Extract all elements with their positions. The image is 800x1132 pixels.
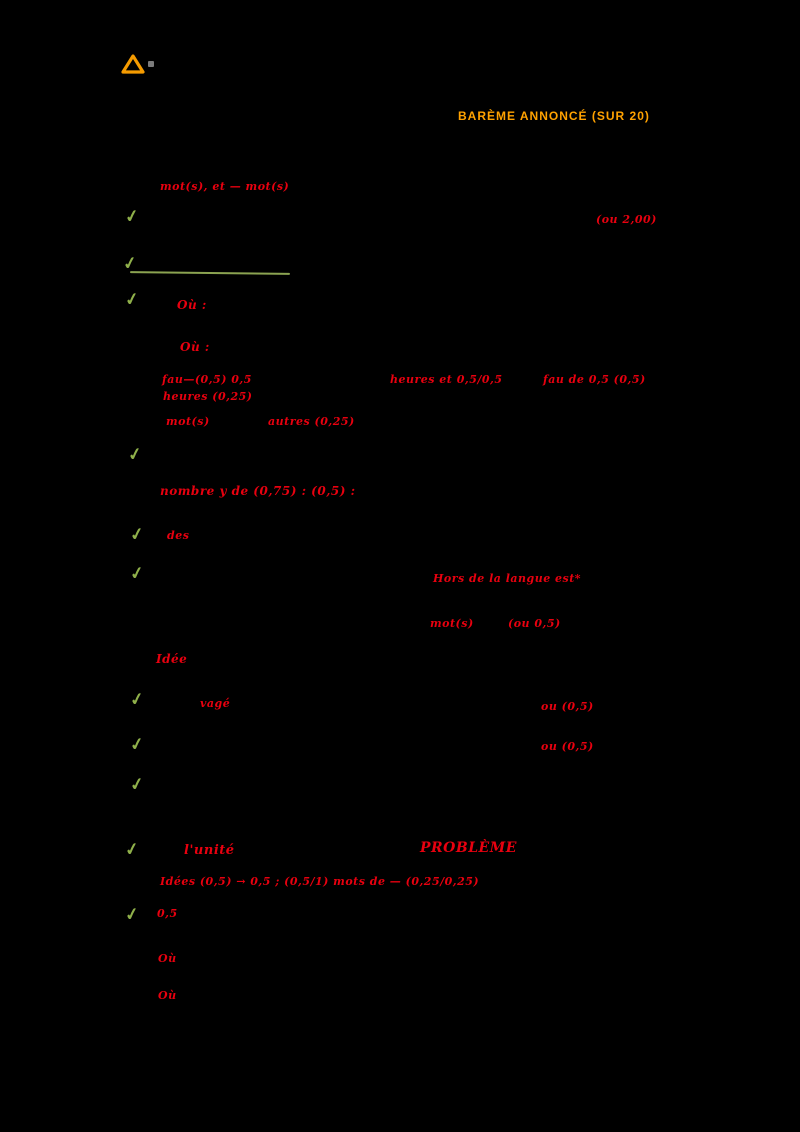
- brand-logo-icon: [120, 53, 154, 77]
- correction-text: (ou 0,5): [508, 617, 561, 630]
- grader-checkmark-icon: ✓: [128, 689, 144, 711]
- grader-checkmark-icon: ✓: [128, 734, 144, 756]
- correction-text: mot(s): [166, 415, 210, 428]
- correction-text: mot(s): [430, 617, 474, 630]
- correction-text: Hors de la langue est*: [433, 572, 582, 585]
- correction-text: mot(s), et — mot(s): [160, 180, 290, 193]
- grader-checkmark-icon: ✓: [121, 253, 137, 275]
- correction-text: fau—(0,5) 0,5: [162, 373, 252, 386]
- grader-checkmark-icon: ✓: [123, 289, 139, 311]
- correction-text: l'unité: [184, 843, 235, 858]
- correction-text: Idées (0,5) → 0,5 ; (0,5/1) mots de — (0…: [160, 875, 480, 888]
- correction-text: fau de 0,5 (0,5): [543, 373, 646, 386]
- grader-checkmark-icon: ✓: [128, 774, 144, 796]
- correction-text: autres (0,25): [268, 415, 355, 428]
- correction-text: (ou 2,00): [596, 213, 657, 226]
- correction-text: Où :: [180, 340, 210, 354]
- correction-text: Où: [158, 952, 177, 965]
- grader-checkmark-icon: ✓: [128, 524, 144, 546]
- correction-text: nombre y de (0,75) : (0,5) :: [160, 484, 356, 498]
- correction-text: vagé: [200, 697, 231, 710]
- correction-text: des: [167, 529, 190, 542]
- correction-text: heures (0,25): [163, 390, 253, 403]
- correction-text: Où :: [177, 298, 207, 312]
- correction-text: 0,5: [157, 907, 178, 920]
- header-banner: BARÈME ANNONCÉ (SUR 20): [458, 109, 650, 123]
- grader-checkmark-icon: ✓: [128, 563, 144, 585]
- correction-text: Où: [158, 989, 177, 1002]
- correction-text: Idée: [156, 652, 188, 666]
- logo-dot: [148, 61, 154, 67]
- grader-checkmark-icon: ✓: [123, 839, 139, 861]
- grader-checkmark-icon: ✓: [123, 904, 139, 926]
- grader-checkmark-icon: ✓: [126, 444, 142, 466]
- green-underline: [129, 271, 291, 275]
- correction-text: ou (0,5): [541, 700, 594, 713]
- triangle-a-icon: [121, 54, 145, 74]
- correction-text: ou (0,5): [541, 740, 594, 753]
- correction-text: heures et 0,5/0,5: [390, 373, 503, 386]
- correction-text: PROBLÈME: [420, 840, 517, 856]
- grader-checkmark-icon: ✓: [123, 206, 139, 228]
